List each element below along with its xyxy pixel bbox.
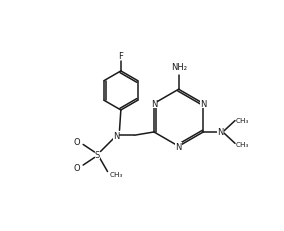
Text: CH₃: CH₃ — [236, 117, 249, 123]
Text: CH₃: CH₃ — [110, 171, 123, 177]
Text: N: N — [200, 100, 206, 109]
Text: N: N — [176, 142, 182, 151]
Text: O: O — [74, 164, 80, 173]
Text: N: N — [218, 128, 224, 137]
Text: F: F — [118, 52, 123, 61]
Text: N: N — [113, 131, 120, 140]
Text: S: S — [95, 151, 100, 160]
Text: NH₂: NH₂ — [171, 63, 187, 72]
Text: CH₃: CH₃ — [236, 142, 249, 148]
Text: O: O — [74, 138, 80, 147]
Text: N: N — [151, 100, 157, 109]
